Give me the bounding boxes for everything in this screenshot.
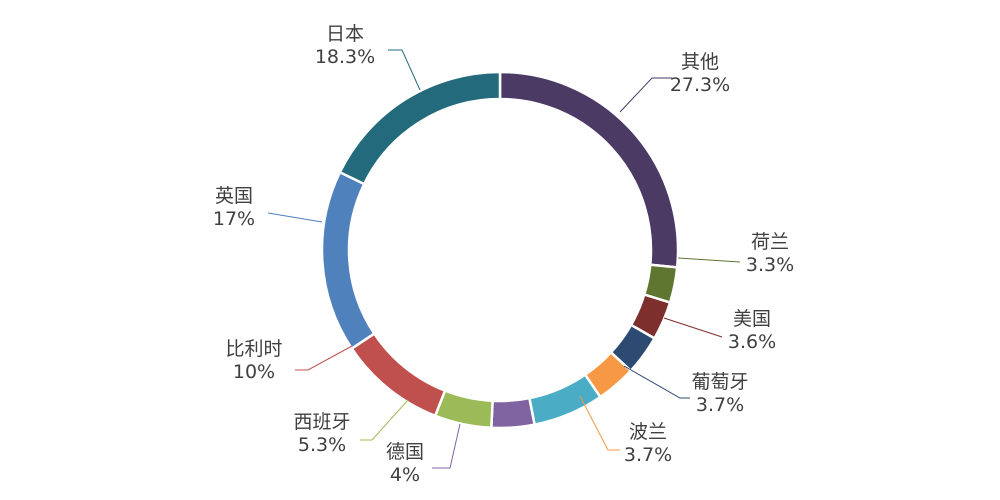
leader-line [295,345,353,371]
slice-value-label: 3.3% [746,254,794,276]
slice-name-label: 荷兰 [751,231,789,253]
slice-name-label: 美国 [733,308,771,330]
slice-name-label: 葡萄牙 [691,371,748,393]
leader-line [623,365,690,399]
donut-slice [350,331,447,418]
slice-name-label: 西班牙 [293,411,350,433]
slice-value-label: 18.3% [315,46,375,68]
slice-value-label: 3.7% [624,444,672,466]
donut-slice [498,70,680,269]
leader-line [619,77,672,113]
slice-value-label: 27.3% [670,74,730,96]
slice-name-label: 比利时 [225,338,282,360]
leader-line [663,317,723,338]
donut-slice [527,372,603,427]
slice-labels: 其他27.3%荷兰3.3%美国3.6%葡萄牙3.7%波兰3.7%德国4%西班牙5… [213,23,794,486]
slice-value-label: 3.7% [696,394,744,416]
leader-line [579,395,620,451]
slice-name-label: 英国 [215,185,253,207]
leader-line [432,423,461,469]
slice-value-label: 5.3% [298,434,346,456]
slice-name-label: 日本 [326,23,364,45]
leader-line [677,257,741,263]
leader-line [388,49,421,91]
leader-lines [267,49,741,469]
leader-line [360,399,409,441]
slice-value-label: 10% [233,361,275,383]
slice-name-label: 波兰 [629,421,667,443]
leader-line [267,212,323,223]
slice-name-label: 德国 [386,441,424,463]
slice-value-label: 4% [390,464,420,486]
donut-slice [320,170,376,351]
slice-value-label: 3.6% [728,331,776,353]
donut-slice [338,70,502,186]
slice-value-label: 17% [213,208,255,230]
slice-name-label: 其他 [681,51,719,73]
donut-slices [320,70,680,430]
donut-slice [489,396,537,430]
